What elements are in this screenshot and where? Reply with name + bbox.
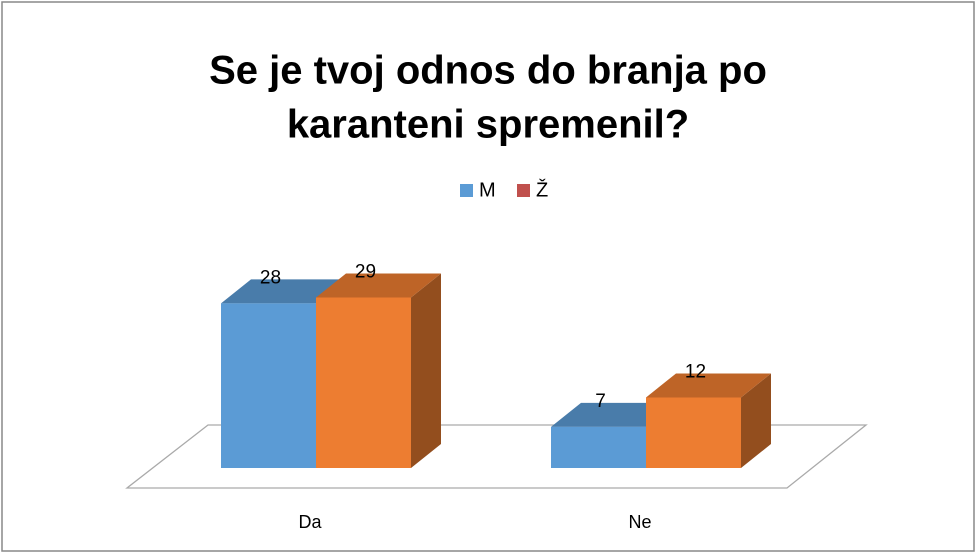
bar-top	[551, 402, 676, 427]
bar	[316, 273, 441, 468]
bar-top	[646, 373, 771, 398]
bar-top	[221, 279, 346, 304]
bar-front	[646, 397, 741, 468]
chart-title: Se je tvoj odnos do branja po	[209, 49, 767, 93]
x-tick-label: Ne	[628, 512, 651, 532]
bar-front	[551, 426, 646, 468]
bar-side	[411, 273, 441, 468]
bar-front	[221, 303, 316, 468]
bar-top	[316, 273, 441, 298]
legend-swatch	[460, 184, 473, 197]
bar	[646, 373, 771, 468]
data-label: 12	[685, 361, 706, 382]
legend-swatch	[517, 184, 530, 197]
data-label: 28	[260, 267, 281, 288]
legend-label: Ž	[536, 178, 548, 201]
bar-front	[316, 297, 411, 468]
data-label: 29	[355, 261, 376, 282]
data-label: 7	[595, 391, 606, 412]
chart-title: karanteni spremenil?	[287, 103, 689, 147]
x-tick-label: Da	[298, 512, 322, 532]
legend-label: M	[479, 179, 496, 201]
bar-side	[741, 373, 771, 468]
